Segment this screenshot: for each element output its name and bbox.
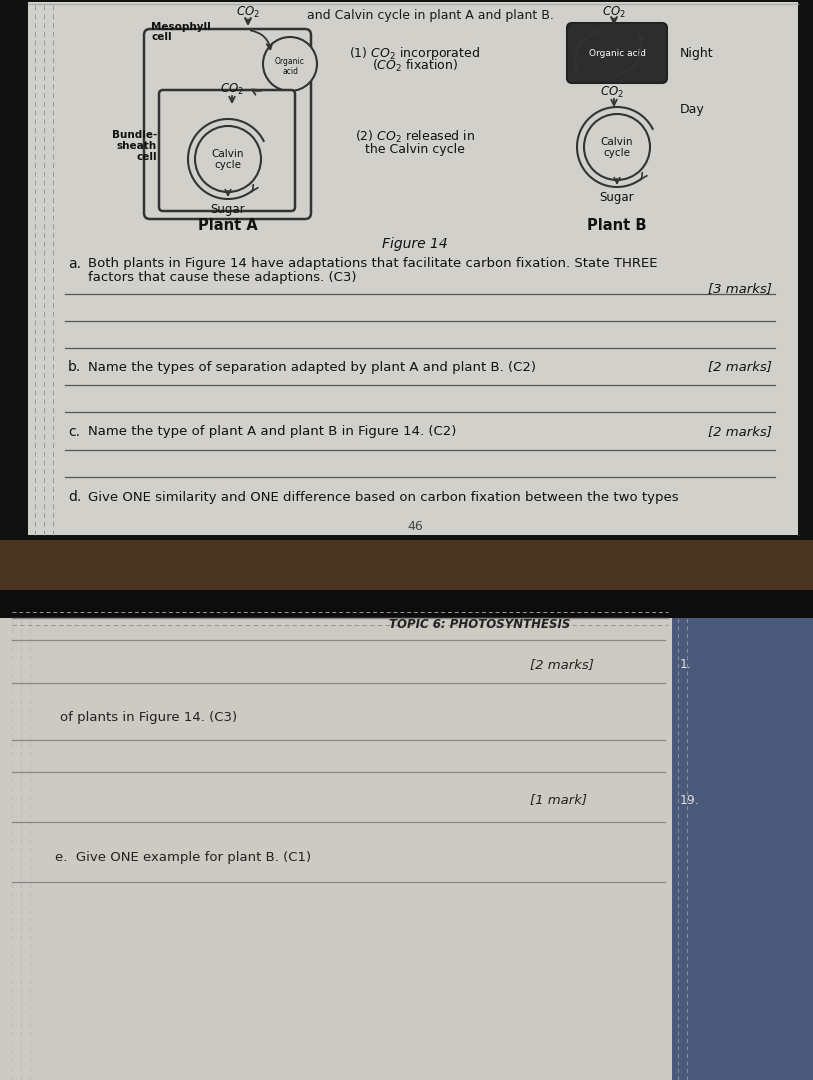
Text: 1.: 1. xyxy=(680,659,692,672)
Text: Calvin: Calvin xyxy=(601,137,633,147)
Text: 19.: 19. xyxy=(680,794,700,807)
FancyBboxPatch shape xyxy=(672,618,813,1080)
FancyBboxPatch shape xyxy=(0,540,813,620)
Text: Organic acid: Organic acid xyxy=(589,49,646,57)
Text: a.: a. xyxy=(68,257,81,271)
Text: Mesophyll: Mesophyll xyxy=(151,22,211,32)
Text: Sugar: Sugar xyxy=(211,203,246,216)
Text: TOPIC 6: PHOTOSYNTHESIS: TOPIC 6: PHOTOSYNTHESIS xyxy=(389,618,571,631)
Text: acid: acid xyxy=(282,67,298,76)
Text: c.: c. xyxy=(68,426,80,438)
FancyBboxPatch shape xyxy=(567,23,667,83)
Text: Calvin: Calvin xyxy=(211,149,244,159)
Circle shape xyxy=(195,126,261,192)
Text: Name the types of separation adapted by plant A and plant B. (C2): Name the types of separation adapted by … xyxy=(88,361,536,374)
Text: $CO_2$: $CO_2$ xyxy=(220,81,244,96)
Text: (1) $CO_2$ incorporated: (1) $CO_2$ incorporated xyxy=(350,44,480,62)
Text: [1 mark]: [1 mark] xyxy=(530,794,587,807)
Text: Plant B: Plant B xyxy=(587,218,647,233)
Text: Name the type of plant A and plant B in Figure 14. (C2): Name the type of plant A and plant B in … xyxy=(88,426,456,438)
FancyBboxPatch shape xyxy=(0,618,672,1080)
Text: the Calvin cycle: the Calvin cycle xyxy=(365,144,465,157)
Text: Plant A: Plant A xyxy=(198,218,258,233)
Text: b.: b. xyxy=(68,360,81,374)
Text: cycle: cycle xyxy=(215,160,241,170)
Text: cell: cell xyxy=(151,32,172,42)
Text: d.: d. xyxy=(68,490,81,504)
FancyBboxPatch shape xyxy=(144,29,311,219)
Text: cell: cell xyxy=(137,152,157,162)
Text: [2 marks]: [2 marks] xyxy=(708,361,772,374)
Text: (2) $CO_2$ released in: (2) $CO_2$ released in xyxy=(355,129,475,145)
Text: [2 marks]: [2 marks] xyxy=(708,426,772,438)
Text: Figure 14: Figure 14 xyxy=(382,237,448,251)
FancyBboxPatch shape xyxy=(0,540,813,590)
Text: Bundle-: Bundle- xyxy=(111,130,157,140)
Circle shape xyxy=(584,114,650,180)
Text: ($CO_2$ fixation): ($CO_2$ fixation) xyxy=(372,58,458,75)
Text: cycle: cycle xyxy=(603,148,631,158)
Text: [3 marks]: [3 marks] xyxy=(708,283,772,296)
Text: [2 marks]: [2 marks] xyxy=(530,659,593,672)
Text: sheath: sheath xyxy=(117,141,157,151)
Text: Organic: Organic xyxy=(275,57,305,67)
Text: 46: 46 xyxy=(407,521,423,534)
Text: Sugar: Sugar xyxy=(600,191,634,204)
FancyBboxPatch shape xyxy=(28,2,798,535)
Text: of plants in Figure 14. (C3): of plants in Figure 14. (C3) xyxy=(60,711,237,724)
Circle shape xyxy=(263,37,317,91)
Text: Night: Night xyxy=(680,46,714,59)
Text: Give ONE similarity and ONE difference based on carbon fixation between the two : Give ONE similarity and ONE difference b… xyxy=(88,490,679,503)
Text: Both plants in Figure 14 have adaptations that facilitate carbon fixation. State: Both plants in Figure 14 have adaptation… xyxy=(88,257,658,270)
Text: $CO_2$: $CO_2$ xyxy=(600,84,624,99)
Text: e.  Give ONE example for plant B. (C1): e. Give ONE example for plant B. (C1) xyxy=(55,851,311,864)
FancyBboxPatch shape xyxy=(159,90,295,211)
Text: $CO_2$: $CO_2$ xyxy=(236,4,260,19)
Text: factors that cause these adaptions. (C3): factors that cause these adaptions. (C3) xyxy=(88,270,356,283)
Text: Day: Day xyxy=(680,104,705,117)
Text: $CO_2$: $CO_2$ xyxy=(602,4,626,19)
Text: and Calvin cycle in plant A and plant B.: and Calvin cycle in plant A and plant B. xyxy=(307,9,554,22)
